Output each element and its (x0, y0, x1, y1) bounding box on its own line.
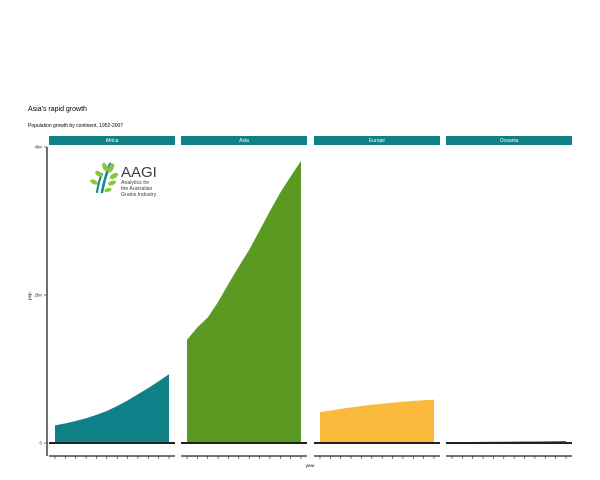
chart-subtitle: Population growth by continent, 1952-200… (28, 123, 124, 129)
logo-line-2: the Australian (121, 186, 153, 192)
chart-title: Asia's rapid growth (28, 106, 87, 113)
y-tick-label: 2bn (34, 293, 42, 298)
facet-strip-label: Asia (239, 138, 249, 144)
logo-line-1: Analytics for (121, 180, 150, 186)
wheat-icon (90, 162, 119, 194)
area-africa (55, 374, 169, 443)
panel-africa: Africa (49, 136, 175, 459)
panel-europe: Europe (314, 136, 440, 459)
panel-oceania: Oceania (446, 136, 572, 459)
facet-strip (314, 136, 440, 145)
facet-strip (181, 136, 307, 145)
facet-strip-label: Africa (106, 138, 119, 144)
y-tick-label: 4bn (34, 145, 42, 150)
panel-asia: Asia (181, 136, 307, 459)
logo-line-3: Grains Industry (121, 192, 157, 198)
aagi-logo: AAGI Analytics for the Australian Grains… (90, 162, 157, 198)
facet-strip (446, 136, 572, 145)
y-tick-label: 0 (39, 441, 42, 446)
facet-strip-label: Oceania (500, 138, 519, 144)
facet-strip (49, 136, 175, 145)
area-asia (187, 160, 301, 444)
facet-strip-label: Europe (369, 138, 385, 144)
logo-name: AAGI (121, 164, 157, 181)
area-europe (320, 399, 434, 443)
y-axis-title: pop (27, 292, 32, 300)
x-axis-title: year (306, 463, 315, 468)
